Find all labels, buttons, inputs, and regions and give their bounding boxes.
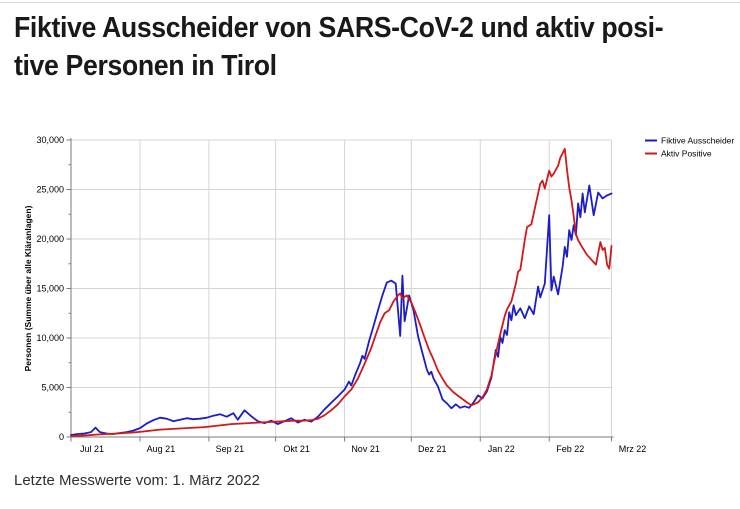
y-tick-label: 25,000 [36,185,64,195]
x-tick-label: Jul 21 [80,444,104,454]
series-line-aktiv-positive [70,147,613,437]
page-title: Fiktive Ausscheider von SARS-CoV-2 und a… [14,9,732,85]
x-tick-label: Jan 22 [488,444,515,454]
x-tick-label: Dez 21 [418,444,447,454]
legend-label-1: Fiktive Ausscheider [661,136,734,146]
y-axis-title: Personen (Summe über alle Kläranlagen) [23,205,33,371]
y-tick-label: 15,000 [36,284,64,294]
legend-label-2: Aktiv Positive [661,149,712,159]
y-tick-label: 5,000 [41,383,64,393]
x-tick-label: Nov 21 [351,444,380,454]
x-tick-label: Sep 21 [216,444,245,454]
x-tick-label: Okt 21 [283,444,310,454]
page-title-line1: Fiktive Ausscheider von SARS-CoV-2 und a… [14,12,664,44]
y-tick-label: 10,000 [36,333,64,343]
page-title-line2: tive Personen in Tirol [14,50,277,82]
x-tick-label: Aug 21 [147,444,176,454]
x-tick-label: Mrz 22 [619,444,647,454]
y-tick-label: 20,000 [36,234,64,244]
series-line-fiktive-ausscheider [70,184,613,436]
top-divider [0,2,740,3]
y-tick-label: 30,000 [36,135,64,145]
y-tick-label: 0 [59,432,64,442]
x-tick-label: Feb 22 [556,444,584,454]
footer-note: Letzte Messwerte vom: 1. März 2022 [14,472,260,489]
